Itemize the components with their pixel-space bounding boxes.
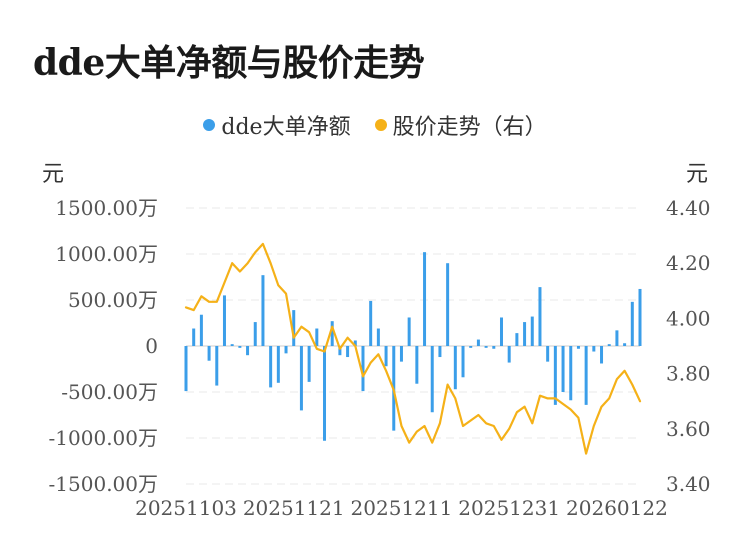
dde-bar	[253, 322, 257, 346]
dde-bar	[399, 346, 403, 362]
right-tick-label: 3.80	[666, 362, 711, 386]
dde-bar	[538, 287, 542, 346]
dde-bar	[438, 346, 442, 358]
dde-bar	[584, 346, 588, 405]
dde-bar	[222, 295, 226, 346]
x-tick-label: 20260122	[566, 496, 668, 520]
dde-bar	[476, 339, 480, 346]
dde-bar	[461, 346, 465, 378]
dde-bar	[507, 346, 511, 363]
legend-label-price: 股价走势（右）	[392, 115, 547, 140]
dde-bar	[600, 346, 604, 364]
dde-bar	[553, 346, 557, 405]
dde-bar	[384, 346, 388, 367]
legend-label-dde: dde大单净额	[221, 115, 351, 140]
dde-bar	[515, 333, 519, 346]
price-line	[184, 242, 642, 455]
x-tick-label: 20251231	[458, 496, 560, 520]
dde-bar	[276, 346, 280, 383]
dde-bar	[576, 346, 580, 349]
right-axis-unit: 元	[685, 162, 708, 187]
x-tick-label: 20251103	[135, 496, 237, 520]
right-tick-label: 4.00	[666, 306, 711, 330]
dde-bar	[423, 252, 427, 346]
x-tick-label: 20251121	[243, 496, 345, 520]
left-tick-label: 0	[145, 334, 158, 358]
dde-bar	[561, 346, 565, 392]
dde-bar	[492, 346, 496, 349]
dde-bar	[484, 346, 488, 348]
left-tick-label: -1000.00万	[49, 426, 158, 450]
dde-bar	[415, 346, 419, 384]
dde-bar	[499, 317, 503, 346]
dde-bar	[353, 340, 357, 346]
dde-bar	[546, 346, 550, 362]
legend-dot-dde	[203, 119, 216, 131]
dde-bar	[315, 328, 319, 346]
chart-legend: dde大单净额 股价走势（右）	[0, 110, 750, 140]
dde-bar	[261, 275, 265, 346]
dde-bar	[369, 300, 373, 346]
dde-bar	[199, 314, 203, 346]
right-tick-label: 3.40	[666, 472, 711, 496]
dde-bar	[530, 316, 534, 346]
left-tick-label: 500.00万	[68, 288, 158, 312]
dde-bar	[623, 343, 627, 346]
dde-bar	[299, 346, 303, 411]
x-tick-label: 20251211	[351, 496, 453, 520]
dde-bar	[269, 346, 273, 388]
dde-bar	[469, 346, 473, 348]
dde-bar	[246, 346, 250, 356]
dde-bar	[615, 330, 619, 346]
left-axis-unit: 元	[42, 162, 65, 187]
legend-item-dde[interactable]: dde大单净额	[203, 109, 351, 141]
dde-bar	[307, 346, 311, 382]
right-tick-label: 4.20	[666, 251, 711, 275]
dde-bar	[407, 317, 411, 346]
left-tick-label: 1000.00万	[55, 242, 158, 266]
dde-bar	[523, 322, 527, 346]
dde-bar	[430, 346, 434, 413]
dde-bar	[184, 346, 188, 392]
dde-bar	[346, 346, 350, 358]
left-tick-label: -1500.00万	[49, 472, 158, 496]
dde-bar	[230, 344, 234, 346]
dde-bar	[207, 346, 211, 361]
dde-bar	[284, 346, 288, 354]
legend-dot-price	[374, 119, 387, 131]
legend-item-price[interactable]: 股价走势（右）	[374, 109, 547, 141]
right-tick-label: 3.60	[666, 417, 711, 441]
right-tick-label: 4.40	[666, 196, 711, 220]
dde-bar	[330, 321, 334, 346]
dde-bar	[446, 263, 450, 346]
dde-bar	[607, 344, 611, 346]
dde-bar	[569, 346, 573, 401]
dde-bar	[630, 301, 634, 346]
dde-bar	[361, 346, 365, 392]
dde-bar	[192, 328, 196, 346]
left-tick-label: 1500.00万	[55, 196, 158, 220]
dde-bar	[323, 346, 327, 441]
dde-bar	[376, 328, 380, 346]
dde-bar	[338, 346, 342, 356]
left-tick-label: -500.00万	[61, 380, 158, 404]
dde-bar	[592, 346, 596, 352]
dde-bar	[638, 288, 642, 346]
dde-bar	[238, 346, 242, 348]
dde-bar	[215, 346, 219, 386]
dde-bar	[453, 346, 457, 390]
dde-bar	[292, 310, 296, 346]
chart-title: dde大单净额与股价走势	[33, 42, 425, 84]
